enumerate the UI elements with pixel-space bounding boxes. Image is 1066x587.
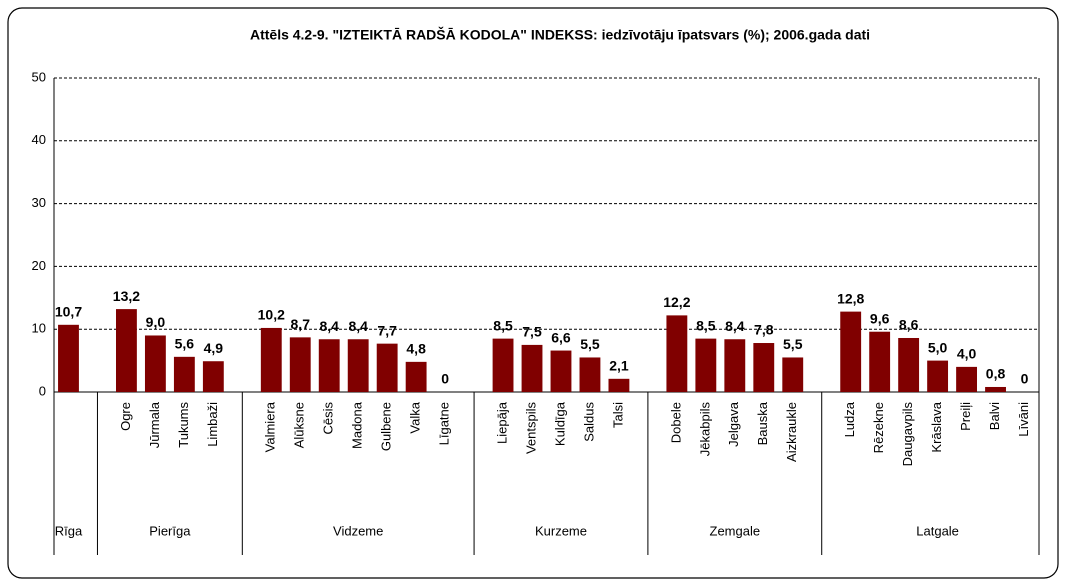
value-label: 2,1 xyxy=(609,358,629,374)
value-label: 4,9 xyxy=(204,340,224,356)
value-label: 4,8 xyxy=(406,341,426,357)
value-label: 13,2 xyxy=(113,288,140,304)
x-tick-label: Valmiera xyxy=(263,401,278,452)
bar xyxy=(753,343,775,392)
value-label: 7,7 xyxy=(377,322,397,338)
x-tick-label: Liepāja xyxy=(494,401,509,444)
bar xyxy=(898,337,920,392)
chart-title: Attēls 4.2-9. "IZTEIKTĀ RADŠĀ KODOLA" IN… xyxy=(250,26,870,43)
y-tick-label: 20 xyxy=(32,258,46,273)
x-tick-label: Limbaži xyxy=(205,402,220,447)
bar xyxy=(289,337,311,392)
x-tick-label: Madona xyxy=(350,401,365,449)
group-label: Kurzeme xyxy=(535,523,587,538)
bar xyxy=(724,339,746,392)
value-label: 8,6 xyxy=(899,317,919,333)
bar xyxy=(869,331,891,392)
x-tick-label: Talsi xyxy=(610,402,625,428)
bar xyxy=(695,338,717,392)
x-tick-label: Rēzekne xyxy=(871,402,886,453)
x-tick-label: Ogre xyxy=(118,402,133,431)
x-tick-label: Ludza xyxy=(842,401,857,437)
bar xyxy=(782,357,804,392)
value-label: 0 xyxy=(1021,371,1029,387)
value-label: 9,0 xyxy=(146,314,166,330)
value-label: 10,7 xyxy=(55,304,82,320)
bar xyxy=(492,338,514,392)
bar xyxy=(550,350,572,392)
x-tick-label: Valka xyxy=(408,401,423,433)
bar xyxy=(579,357,601,392)
value-label: 5,5 xyxy=(580,336,600,352)
x-tick-label: Jēkabpils xyxy=(697,402,712,457)
y-tick-label: 10 xyxy=(32,321,46,336)
bar xyxy=(521,344,543,392)
value-label: 8,4 xyxy=(348,318,368,334)
x-tick-label: Gulbene xyxy=(379,402,394,451)
x-tick-label: Balvi xyxy=(987,402,1002,430)
value-label: 7,5 xyxy=(522,324,542,340)
value-label: 6,6 xyxy=(551,329,571,345)
x-tick-label: Tukums xyxy=(176,402,191,448)
x-tick-label: Jelgava xyxy=(726,401,741,447)
value-label: 12,2 xyxy=(663,294,690,310)
x-tick-label: Aizkraukle xyxy=(784,402,799,462)
value-label: 8,5 xyxy=(493,317,513,333)
bar xyxy=(318,339,340,392)
group-label: Latgale xyxy=(916,523,959,538)
bar xyxy=(376,343,398,392)
x-tick-label: Cēsis xyxy=(321,402,336,435)
value-label: 8,4 xyxy=(319,318,339,334)
value-label: 5,6 xyxy=(175,336,195,352)
value-label: 7,8 xyxy=(754,322,774,338)
x-tick-label: Daugavpils xyxy=(900,402,915,467)
bar xyxy=(608,378,630,392)
value-label: 10,2 xyxy=(258,307,285,323)
bar xyxy=(202,361,224,392)
value-label: 8,5 xyxy=(696,317,716,333)
value-label: 4,0 xyxy=(957,346,977,362)
value-label: 8,4 xyxy=(725,318,745,334)
value-label: 0 xyxy=(441,371,449,387)
frame xyxy=(7,7,1059,579)
bar xyxy=(173,356,195,392)
y-tick-label: 40 xyxy=(32,132,46,147)
x-tick-label: Dobele xyxy=(668,402,683,443)
x-tick-label: Bauska xyxy=(755,401,770,445)
bar xyxy=(58,324,79,392)
bar xyxy=(347,339,369,392)
value-label: 0,8 xyxy=(986,366,1006,382)
bar xyxy=(115,309,137,392)
bar xyxy=(840,311,862,392)
bar xyxy=(260,327,282,392)
group-label: Zemgale xyxy=(710,523,761,538)
x-tick-label: Jūrmala xyxy=(147,401,162,448)
x-tick-label: Saldus xyxy=(581,402,596,442)
x-tick-label: Līgatne xyxy=(437,402,452,445)
bar xyxy=(985,386,1006,392)
bar xyxy=(927,360,949,392)
value-label: 8,7 xyxy=(291,316,311,332)
y-tick-label: 0 xyxy=(39,383,46,398)
group-label: Pierīga xyxy=(149,523,191,538)
x-tick-label: Alūksne xyxy=(292,402,307,448)
x-tick-label: Preiļi xyxy=(958,402,973,431)
value-label: 5,0 xyxy=(928,339,948,355)
y-tick-label: 50 xyxy=(32,69,46,84)
bar xyxy=(144,335,166,392)
y-tick-label: 30 xyxy=(32,195,46,210)
value-label: 5,5 xyxy=(783,336,803,352)
x-tick-label: Ventspils xyxy=(523,402,538,455)
x-tick-label: Kuldīga xyxy=(552,401,567,446)
group-label: Rīga xyxy=(55,523,83,538)
x-tick-label: Krāslava xyxy=(929,401,944,452)
value-label: 12,8 xyxy=(837,290,864,306)
x-tick-label: Līvāni xyxy=(1016,402,1031,437)
bar xyxy=(666,315,688,392)
bar xyxy=(405,361,427,392)
bar xyxy=(956,366,978,392)
value-label: 9,6 xyxy=(870,310,890,326)
group-label: Vidzeme xyxy=(333,523,383,538)
